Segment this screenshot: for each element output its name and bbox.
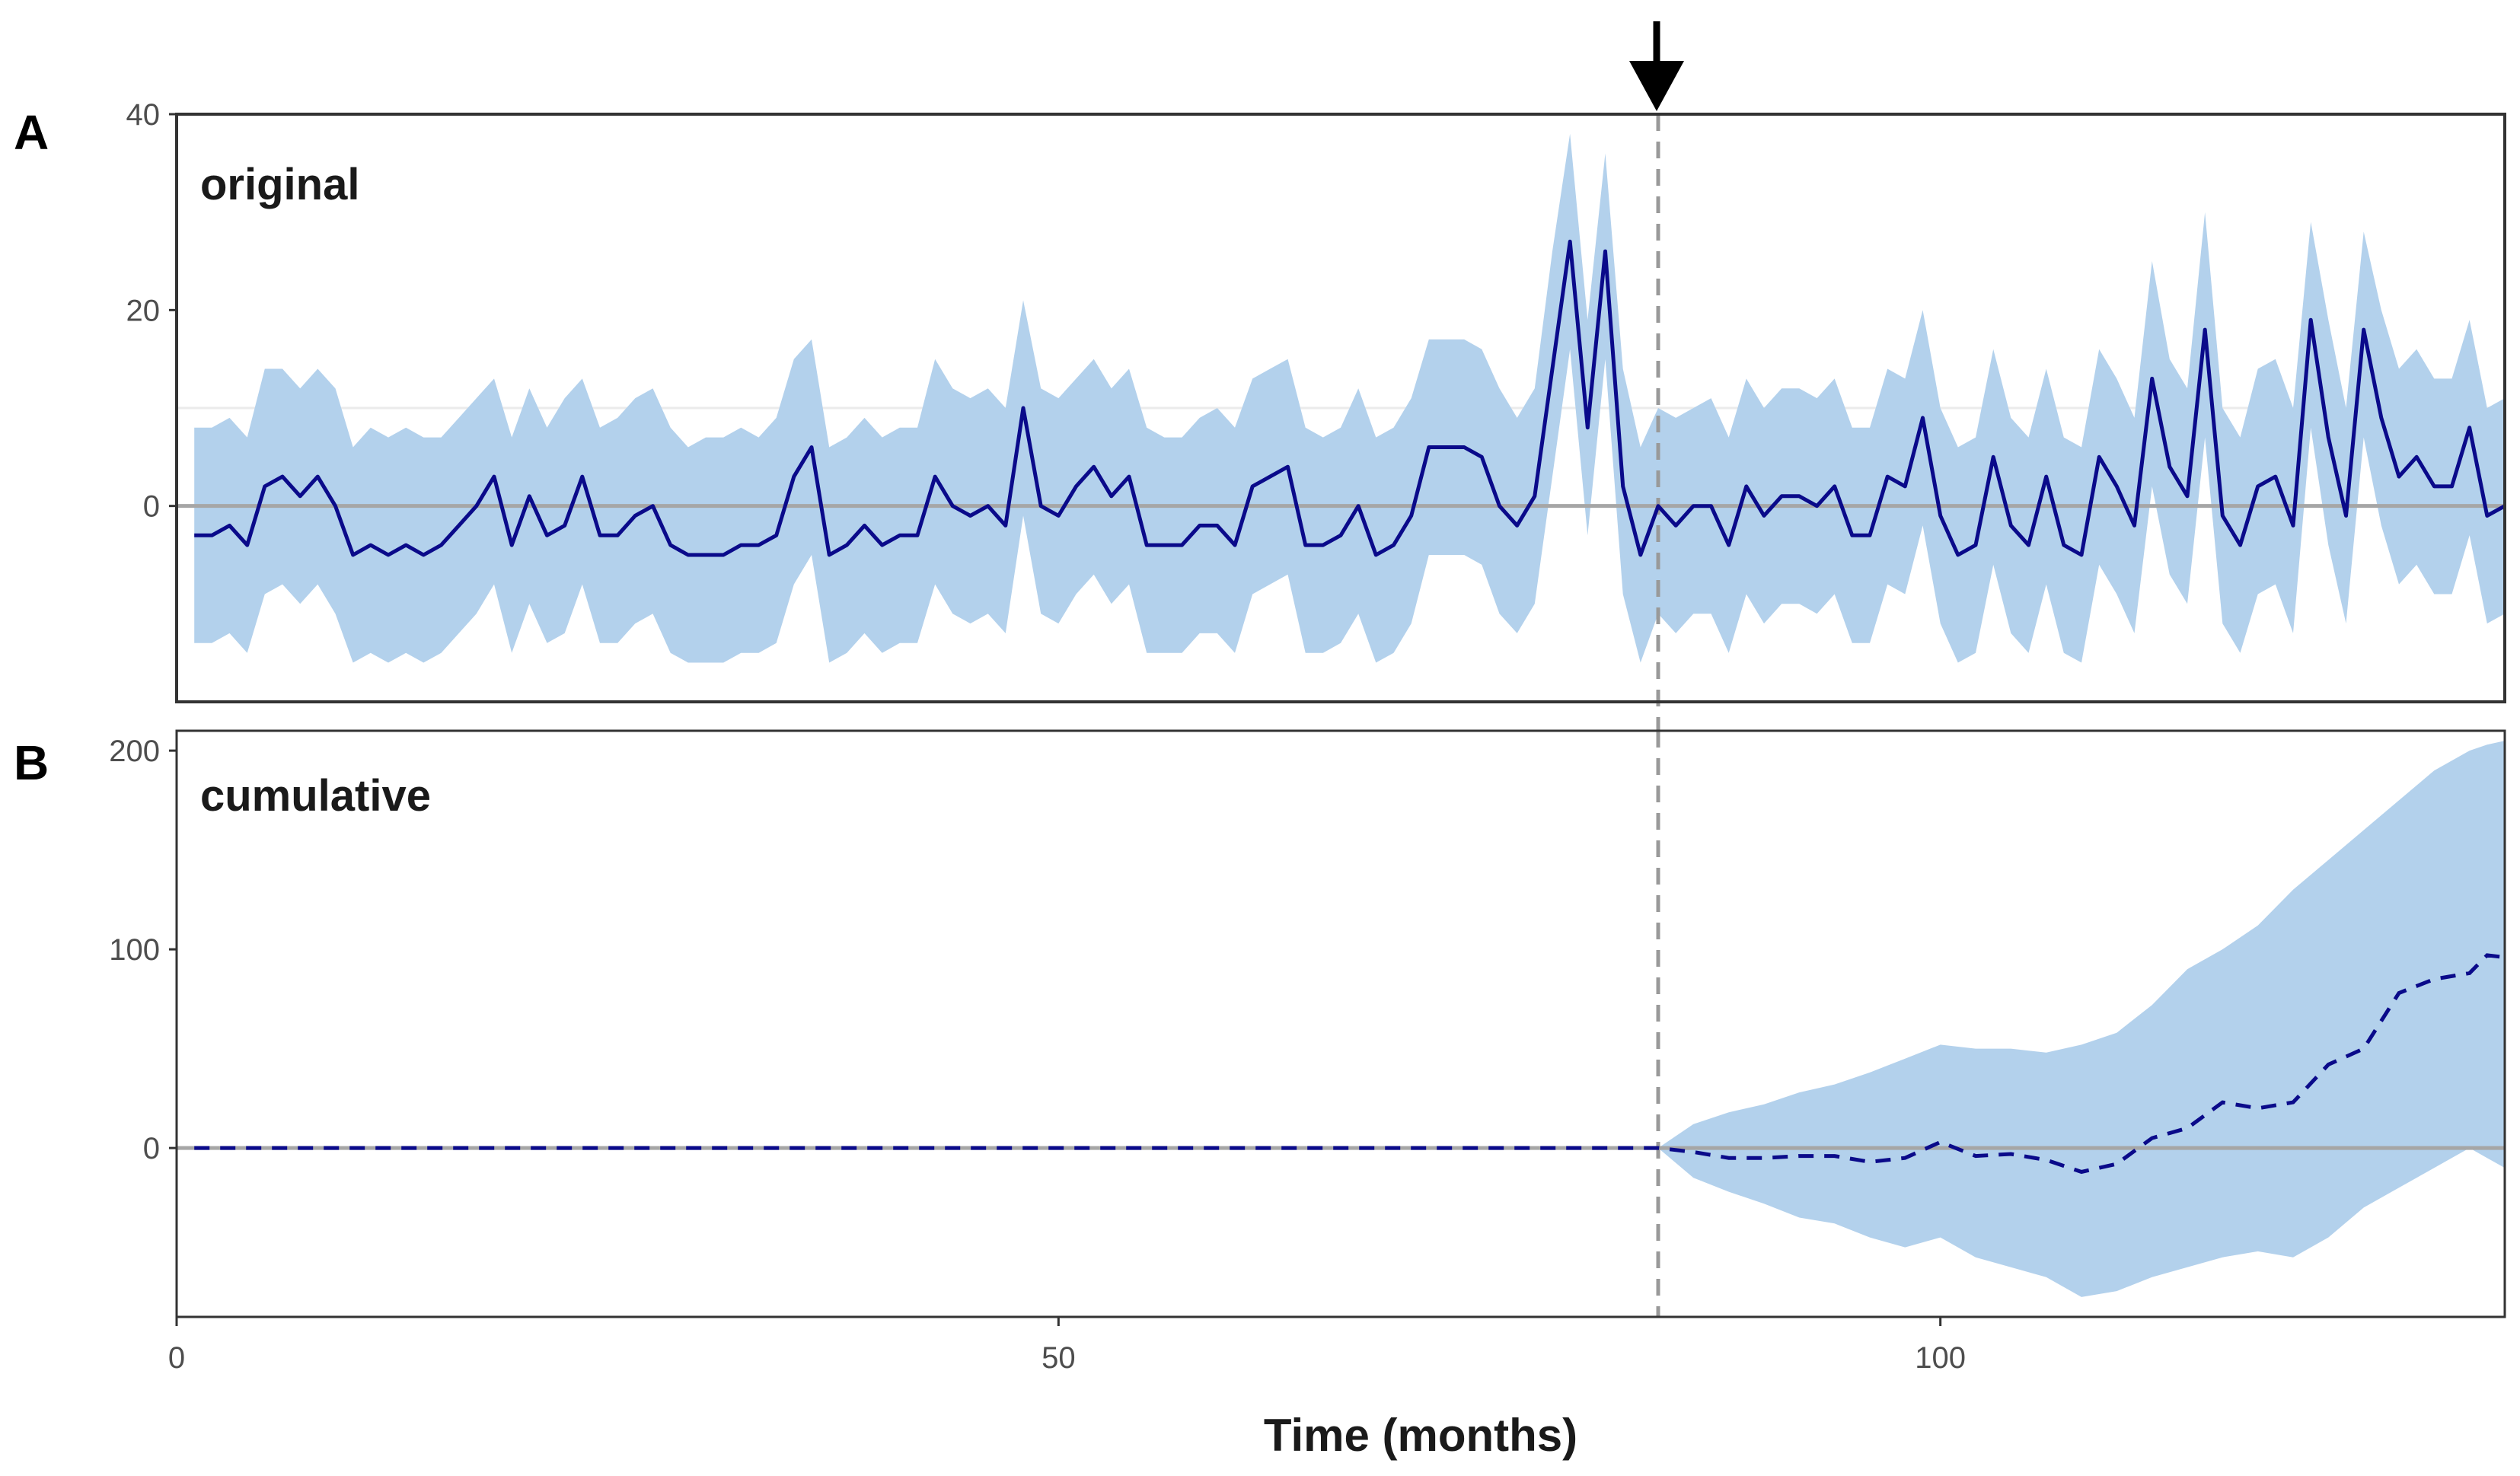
y-tick-label: 0 xyxy=(143,490,160,524)
panel-b-title: cumulative xyxy=(200,771,431,821)
y-tick-label: 0 xyxy=(143,1132,160,1165)
panel-b-y-axis: 0 100 200 xyxy=(109,735,177,1165)
panel-a-label: A xyxy=(14,105,49,160)
x-tick-label: 100 xyxy=(1915,1341,1966,1375)
x-tick-label: 50 xyxy=(1041,1341,1076,1375)
y-tick-label: 200 xyxy=(109,735,160,768)
x-axis-title: Time (months) xyxy=(1264,1410,1577,1461)
panel-a-border xyxy=(175,113,2506,703)
panel-b-label: B xyxy=(14,735,49,790)
panel-b-border xyxy=(175,729,2506,1318)
panel-b: B 0 100 200 0 50 100 cumulative xyxy=(14,729,2506,1375)
panel-b-cumulative-line xyxy=(194,953,2506,1175)
panel-a: A 0 20 40 original xyxy=(14,98,2506,731)
panel-a-title: original xyxy=(200,160,359,209)
panel-b-confidence-band xyxy=(1658,741,2505,1297)
x-tick-label: 0 xyxy=(168,1341,185,1375)
x-axis: 0 50 100 xyxy=(168,1317,1966,1375)
y-tick-label: 20 xyxy=(126,294,161,327)
intervention-arrow-icon xyxy=(1629,21,1684,111)
panel-a-confidence-band xyxy=(194,133,2506,663)
y-tick-label: 100 xyxy=(109,933,160,967)
panel-a-y-axis: 0 20 40 xyxy=(126,98,177,524)
y-tick-label: 40 xyxy=(126,98,161,132)
panel-a-estimate-line xyxy=(194,239,2506,557)
